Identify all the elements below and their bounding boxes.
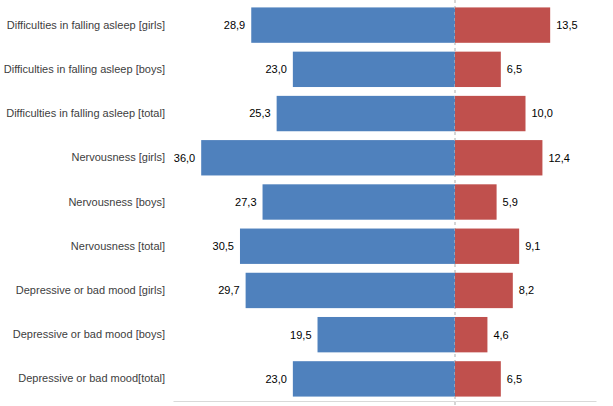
bar <box>246 273 455 308</box>
data-label: 28,9 <box>224 19 245 31</box>
bar <box>455 317 487 352</box>
data-label: 23,0 <box>265 373 286 385</box>
data-label: 4,6 <box>493 329 508 341</box>
data-label: 13,5 <box>556 19 577 31</box>
bar <box>455 7 550 42</box>
tick-label: Difficulties in falling asleep [total] <box>6 107 165 119</box>
bar <box>455 52 501 87</box>
data-label: 12,4 <box>548 152 569 164</box>
data-label: 30,5 <box>213 240 234 252</box>
bar <box>263 184 455 219</box>
bar <box>293 52 455 87</box>
data-label: 23,0 <box>265 63 286 75</box>
bar <box>455 184 497 219</box>
bar <box>455 96 526 131</box>
tick: Difficulties in falling asleep [girls] <box>7 19 165 31</box>
data-label: 10,0 <box>532 107 553 119</box>
y-axis: Difficulties in falling asleep [girls] Di… <box>4 19 165 385</box>
tick-label: Depressive or bad mood [girls] <box>16 284 165 296</box>
chart: 28,9 23,0 25,3 36,0 27,3 30,5 29,7 19,5 23,0 Diff… <box>0 0 613 406</box>
tick-label: Nervousness [boys] <box>68 196 165 208</box>
tick-label: Depressive or bad mood[total] <box>18 372 165 384</box>
data-label: 25,3 <box>249 107 270 119</box>
bar <box>251 7 455 42</box>
data-label: 5,9 <box>503 196 518 208</box>
tick: Depressive or bad mood[total] <box>18 372 165 384</box>
tick-label: Nervousness [girls] <box>71 151 165 163</box>
tick: Difficulties in falling asleep [boys] <box>4 63 165 75</box>
data-label: 6,5 <box>507 373 522 385</box>
bars <box>455 7 550 396</box>
tick-label: Difficulties in falling asleep [boys] <box>4 63 165 75</box>
tick-label: Nervousness [total] <box>71 240 165 252</box>
x-axis <box>174 401 456 402</box>
bar <box>318 317 455 352</box>
x-axis <box>456 401 597 402</box>
tick: Depressive or bad mood [boys] <box>13 328 165 340</box>
bar <box>455 140 542 175</box>
tick: Depressive or bad mood [girls] <box>16 284 165 296</box>
bar <box>455 229 519 264</box>
tick: Nervousness [girls] <box>71 151 165 163</box>
data-label: 6,5 <box>507 63 522 75</box>
bar <box>201 140 455 175</box>
bar <box>240 229 455 264</box>
data-label: 8,2 <box>519 284 534 296</box>
bars <box>201 7 455 396</box>
bar <box>455 273 513 308</box>
chart-panel: 28,9 23,0 25,3 36,0 27,3 30,5 29,7 19,5 23,0 <box>174 0 455 406</box>
chart-panel: 13,5 6,5 10,0 12,4 5,9 9,1 8,2 4,6 6,5 <box>455 0 578 406</box>
data-label: 27,3 <box>235 196 256 208</box>
axis-line <box>456 401 597 402</box>
bar <box>293 361 455 396</box>
data-labels: 13,5 6,5 10,0 12,4 5,9 9,1 8,2 4,6 6,5 <box>493 19 577 385</box>
axis-line <box>174 401 456 402</box>
tick-label: Depressive or bad mood [boys] <box>13 328 165 340</box>
tick-label: Difficulties in falling asleep [girls] <box>7 19 165 31</box>
data-label: 9,1 <box>525 240 540 252</box>
bar <box>277 96 455 131</box>
tick: Nervousness [boys] <box>68 196 165 208</box>
data-label: 29,7 <box>218 284 239 296</box>
data-label: 36,0 <box>174 152 195 164</box>
tick: Difficulties in falling asleep [total] <box>6 107 165 119</box>
data-label: 19,5 <box>290 329 311 341</box>
bar <box>455 361 501 396</box>
tick: Nervousness [total] <box>71 240 165 252</box>
data-labels: 28,9 23,0 25,3 36,0 27,3 30,5 29,7 19,5 23,0 <box>174 19 312 385</box>
